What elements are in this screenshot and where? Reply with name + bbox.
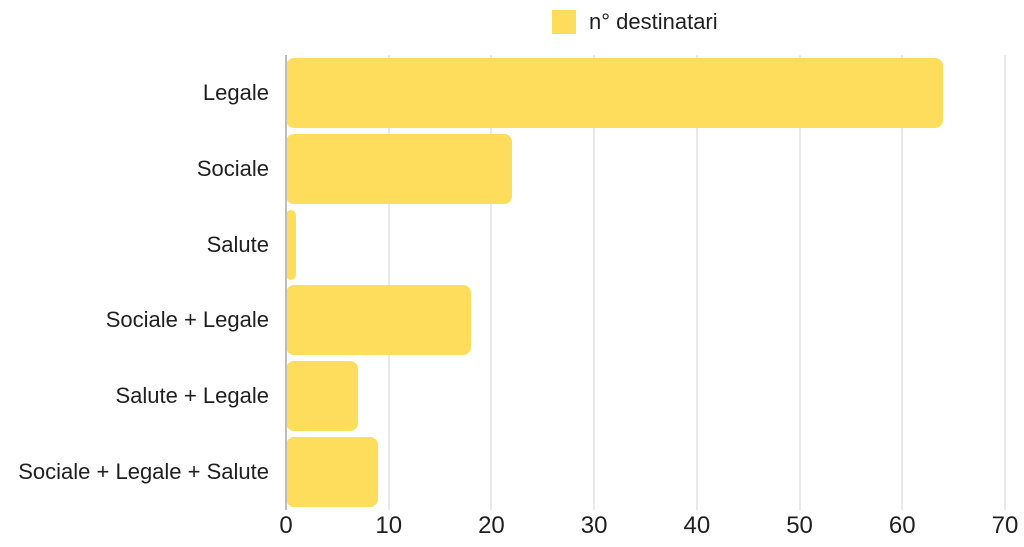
category-label-4: Salute + Legale [115, 383, 269, 409]
bar-2 [286, 209, 297, 280]
gridline-x-70 [1004, 55, 1006, 510]
x-tick-label-10: 10 [375, 512, 403, 539]
bar-0 [286, 57, 944, 128]
x-tick-label-70: 70 [991, 512, 1019, 539]
gridline-x-10 [387, 55, 390, 510]
x-tick-label-0: 0 [279, 512, 293, 539]
x-tick-label-40: 40 [683, 512, 711, 539]
x-axis-tick-labels: 0 10 20 30 40 50 60 70 [0, 512, 1024, 547]
category-label-3: Sociale + Legale [105, 307, 269, 333]
legend-label: n° destinatari [589, 9, 718, 34]
bar-5 [286, 437, 379, 508]
chart-legend: n° destinatari [552, 10, 718, 34]
category-label-1: Sociale [196, 155, 269, 181]
category-label-0: Legale [202, 79, 269, 105]
legend-swatch-icon [552, 10, 576, 34]
gridline-x-30 [593, 55, 596, 510]
x-tick-label-20: 20 [478, 512, 505, 539]
bar-4 [286, 361, 358, 432]
x-tick-label-50: 50 [786, 512, 813, 539]
gridline-x-60 [901, 55, 904, 510]
gridline-x-40 [695, 55, 698, 510]
category-label-2: Salute [206, 231, 269, 257]
gridline-x-50 [798, 55, 801, 510]
gridline-x-20 [490, 55, 493, 510]
bar-3 [286, 285, 471, 356]
y-axis-line [285, 55, 287, 510]
x-tick-label-30: 30 [580, 512, 608, 539]
x-tick-label-60: 60 [888, 512, 916, 539]
category-axis-labels: Legale Sociale Salute Sociale + Legale Salut… [0, 55, 269, 510]
plot-area [285, 55, 1006, 510]
bar-1 [286, 133, 512, 204]
category-label-5: Sociale + Legale + Salute [18, 459, 269, 485]
